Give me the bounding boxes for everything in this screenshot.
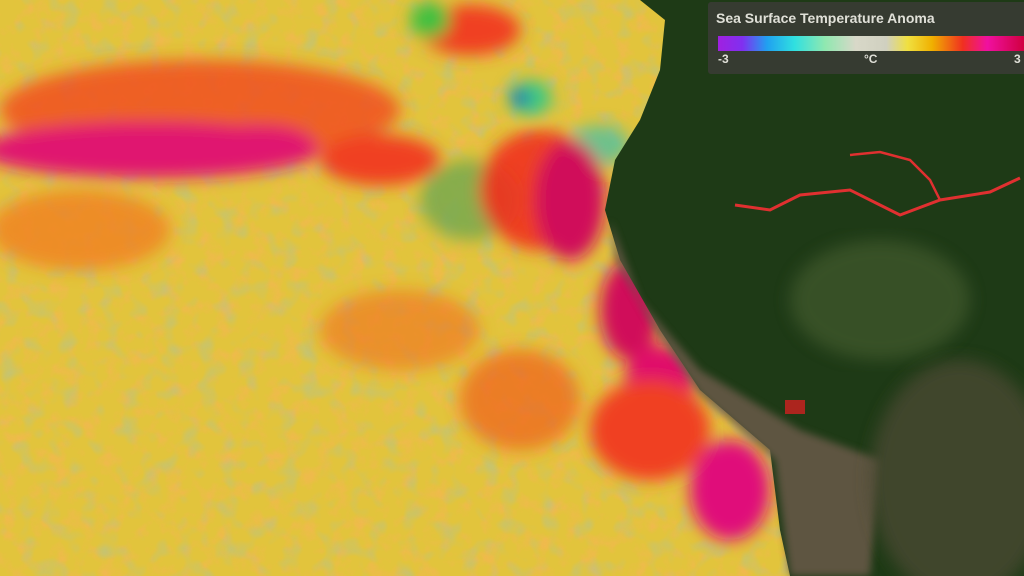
anomaly-patches: [0, 2, 770, 540]
legend-title: Sea Surface Temperature Anoma: [716, 10, 935, 26]
legend-min-label: -3: [718, 52, 729, 66]
color-scale-bar: [718, 36, 1024, 51]
andes-terrain: [610, 220, 880, 576]
legend-panel: Sea Surface Temperature Anoma -3 °C 3: [708, 2, 1024, 74]
amazon-river: [734, 176, 1021, 217]
legend-unit-label: °C: [864, 52, 878, 66]
legend-max-label: 3: [1014, 52, 1021, 66]
